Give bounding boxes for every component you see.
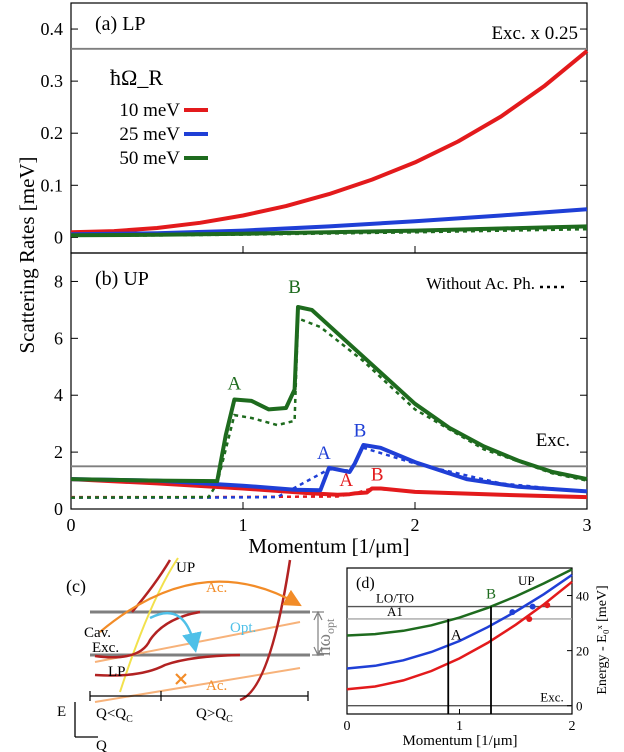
e-axis-label: E xyxy=(57,704,66,720)
crossing-dot-red xyxy=(544,602,551,609)
x-tick-label: 0 xyxy=(67,515,76,535)
series-line-blue xyxy=(70,443,588,494)
x-tick-label: 1 xyxy=(456,719,463,734)
panel-d-label: (d) xyxy=(356,575,375,592)
acoustic-scattering-arrow xyxy=(99,580,302,633)
x-tick-label: 2 xyxy=(411,515,420,535)
annotation-blue-a: A xyxy=(317,443,331,464)
forbidden-cross-icon xyxy=(175,673,187,685)
dashed-legend-label: Without Ac. Ph. xyxy=(426,274,535,293)
q-axis-label: Q xyxy=(96,738,107,752)
panel-c-label: (c) xyxy=(66,576,86,597)
annotation-red-b: B xyxy=(371,465,384,486)
omega-label: ħωopt xyxy=(314,618,337,656)
y-tick-label: 20 xyxy=(576,644,589,659)
crossing-dot-blue xyxy=(529,603,536,610)
lp-label: LP xyxy=(108,664,126,680)
y-tick-label: 0.3 xyxy=(41,71,64,91)
omega-arrowheads xyxy=(313,610,323,657)
marker-label-a: A xyxy=(451,628,462,644)
y-tick-label: 8 xyxy=(54,271,63,291)
panel-b-frame xyxy=(70,252,588,510)
dispersion-red xyxy=(346,580,573,691)
optical-scattering-arrow xyxy=(149,612,202,653)
y-tick-label: 0 xyxy=(54,499,63,519)
panel-a-lp: (a) LP Exc. x 0.25 ħΩ_R 10 meV 25 meV 50 m… xyxy=(41,2,589,254)
panel-d-dispersion: (d) UP Momentum [1/μm] Energy - E₀ˣ [meV… xyxy=(344,567,610,749)
panel-c-schematic: (c) ħωopt UP Ac. Cav. Opt. Exc. LP xyxy=(57,557,337,752)
y-axis-label: Scattering Rates [meV] xyxy=(15,156,39,353)
reference-label: Exc. xyxy=(540,690,563,705)
up-curve-label: UP xyxy=(518,573,535,588)
dispersion-green xyxy=(346,568,573,637)
legend-label-blue: 25 meV xyxy=(119,124,180,145)
panel-a-legend: ħΩ_R 10 meV 25 meV 50 meV xyxy=(110,65,208,169)
annotation-green-b: B xyxy=(288,277,301,298)
y-tick-label: 2 xyxy=(54,442,63,462)
y-tick-label: 0.1 xyxy=(41,175,64,195)
crossing-dot-blue xyxy=(509,609,516,616)
annotation-green-a: A xyxy=(228,374,242,395)
ac-label-top: Ac. xyxy=(206,580,227,596)
reference-label: LO/TO xyxy=(376,591,414,606)
opt-label: Opt. xyxy=(230,620,256,636)
y-tick-label: 0.2 xyxy=(41,123,64,143)
exc-reference-label: Exc. x 0.25 xyxy=(491,23,578,44)
x-axis-label: Momentum [1/μm] xyxy=(248,534,409,558)
series-line-red xyxy=(70,49,589,235)
region-left-label: Q<QC xyxy=(96,706,133,725)
y-tick-label: 0 xyxy=(54,227,63,247)
x-tick-label: 0 xyxy=(344,719,351,734)
y-tick-label: 40 xyxy=(576,589,589,604)
dashed-line-blue xyxy=(71,446,588,499)
y-tick-label: 0 xyxy=(576,699,583,714)
cav-label: Cav. xyxy=(84,625,111,641)
svg-text:ħωopt: ħωopt xyxy=(314,618,337,656)
annotation-blue-b: B xyxy=(354,420,367,441)
x-tick-label: 1 xyxy=(239,515,248,535)
lp-branch xyxy=(94,653,241,677)
x-tick-label: 3 xyxy=(583,515,592,535)
series-line-red xyxy=(70,477,588,500)
y-tick-label: 0.4 xyxy=(41,19,64,39)
up-label: UP xyxy=(176,560,195,576)
cavity-dispersion xyxy=(119,557,179,693)
legend-label-green: 50 meV xyxy=(119,148,180,169)
legend-label-red: 10 meV xyxy=(119,100,180,121)
series-line-green xyxy=(70,224,588,238)
panel-d-x-label: Momentum [1/μm] xyxy=(402,733,517,749)
reference-label: A1 xyxy=(387,604,403,619)
panel-d-y-label: Energy - E₀ˣ [meV] xyxy=(595,585,610,694)
y-tick-label: 6 xyxy=(54,328,63,348)
exc-label-c: Exc. xyxy=(92,640,119,656)
panel-a-label: (a) LP xyxy=(95,13,146,35)
annotation-red-a: A xyxy=(339,470,353,491)
series-dashed-green xyxy=(70,227,588,238)
x-tick-label: 2 xyxy=(569,719,576,734)
exc-label-b: Exc. xyxy=(536,430,570,451)
panel-b-label: (b) UP xyxy=(95,268,149,290)
crossing-dot-red xyxy=(526,615,533,622)
dispersion-blue xyxy=(346,573,573,670)
region-right-label: Q>QC xyxy=(196,706,233,725)
marker-label-b: B xyxy=(486,586,496,602)
y-tick-label: 4 xyxy=(54,385,63,405)
ac-label-bottom: Ac. xyxy=(206,678,227,694)
legend-title: ħΩ_R xyxy=(110,65,163,90)
series-line-green xyxy=(70,305,588,484)
